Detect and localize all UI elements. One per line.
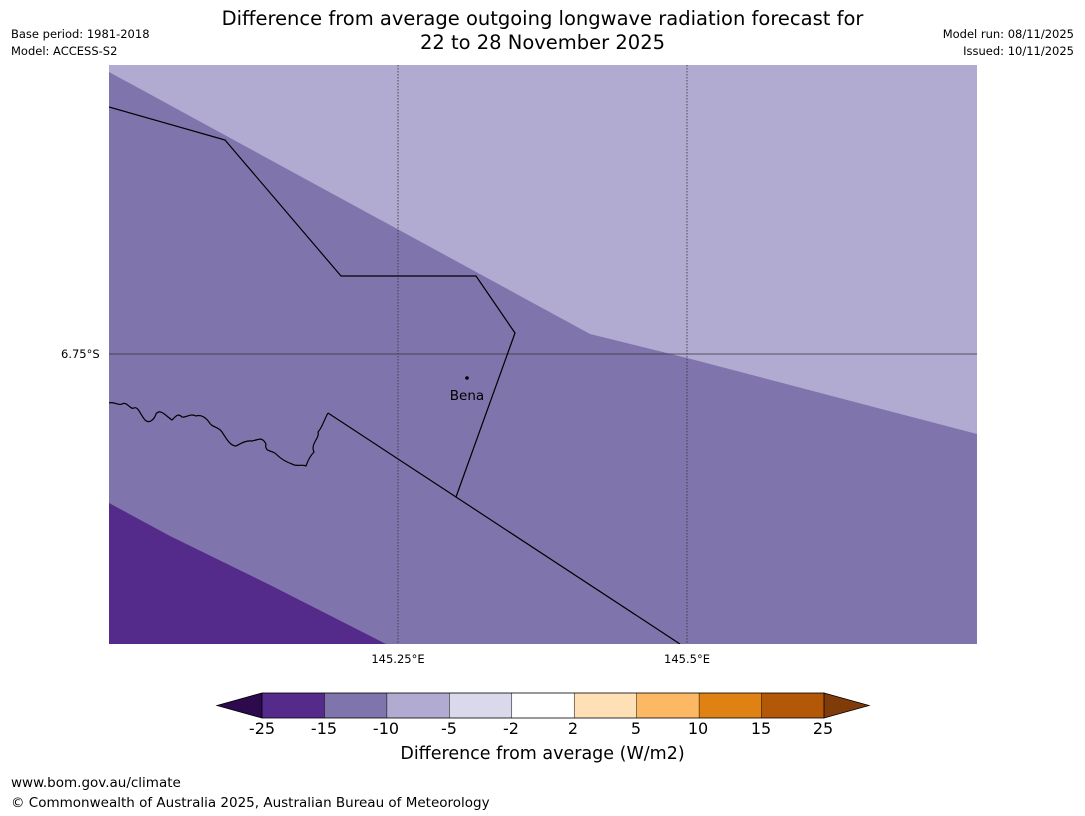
colorbar-tick: 5 [630, 719, 642, 738]
colorbar-segment [386, 693, 450, 718]
base-period-text: Base period: 1981-2018 [11, 27, 150, 41]
colorbar-segment [636, 693, 700, 718]
colorbar-segment [511, 693, 575, 718]
model-text: Model: ACCESS-S2 [11, 44, 118, 58]
colorbar-tick: -5 [441, 719, 457, 738]
colorbar-label: Difference from average (W/m2) [400, 744, 685, 764]
colorbar-outline [261, 692, 825, 719]
colorbar-tick: -15 [310, 719, 338, 738]
longitude-label-2: 145.5°E [664, 652, 710, 666]
colorbar-over-arrow [823, 692, 871, 719]
colorbar-segment [699, 693, 762, 718]
colorbar-tick: 25 [812, 719, 834, 738]
region-minus-15-to-minus-25 [109, 503, 386, 644]
colorbar-segment [324, 693, 388, 718]
colorbar-segment [574, 693, 637, 718]
copyright-text: © Commonwealth of Australia 2025, Austra… [11, 795, 490, 811]
colorbar-tick: -25 [248, 719, 276, 738]
colorbar-tick: -10 [372, 719, 400, 738]
model-run-text: Model run: 08/11/2025 [942, 27, 1074, 41]
bena-location-marker [465, 376, 469, 380]
title-line-1: Difference from average outgoing longwav… [221, 7, 864, 30]
meta-left: Base period: 1981-2018 Model: ACCESS-S2 [11, 26, 150, 60]
province-boundary-north [109, 106, 516, 498]
title-line-2: 22 to 28 November 2025 [419, 31, 666, 54]
colorbar-segment [262, 693, 325, 718]
longitude-label-1: 145.25°E [371, 652, 425, 666]
colorbar-tick: 15 [750, 719, 772, 738]
bom-climate-link[interactable]: www.bom.gov.au/climate [11, 775, 181, 791]
wiggly-boundary [109, 401, 329, 467]
colorbar-segment [449, 693, 513, 718]
meta-right: Model run: 08/11/2025 Issued: 10/11/2025 [943, 26, 1074, 60]
province-boundary-south [327, 412, 681, 644]
latitude-label: 6.75°S [61, 347, 100, 361]
colorbar-under-arrow [215, 692, 263, 719]
colorbar [215, 692, 871, 719]
map-panel [109, 65, 977, 644]
colorbar-segments [262, 693, 825, 718]
place-label-bena: Bena [449, 388, 485, 404]
chart-title: Difference from average outgoing longwav… [0, 7, 1085, 55]
issued-text: Issued: 10/11/2025 [963, 44, 1074, 58]
colorbar-tick: 2 [567, 719, 579, 738]
colorbar-tick: 10 [687, 719, 709, 738]
region-minus-5-to-minus-10 [109, 65, 977, 434]
colorbar-segment [761, 693, 825, 718]
colorbar-tick: -2 [503, 719, 519, 738]
